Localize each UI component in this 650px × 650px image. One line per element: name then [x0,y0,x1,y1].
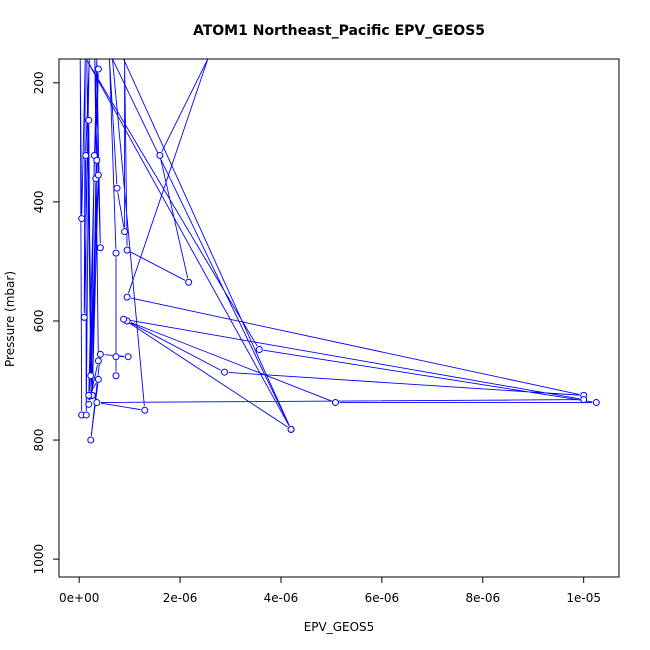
data-point [123,246,131,254]
x-axis: 0e+00 2e-06 4e-06 6e-06 8e-06 1e-05 [59,577,601,605]
plot-frame [58,58,620,578]
x-tick-label: 1e-05 [566,591,601,605]
data-point [82,151,90,159]
x-tick-label: 8e-06 [465,591,500,605]
data-point [96,244,104,252]
y-axis: 200 400 600 800 1000 [32,71,59,574]
y-tick-label: 600 [32,310,46,333]
data-point [185,278,193,286]
data-point [87,372,95,380]
y-tick-label: 400 [32,190,46,213]
data-point [331,399,339,407]
data-point [94,171,102,179]
data-point [93,156,101,164]
y-tick-label: 1000 [32,544,46,575]
data-point [78,215,86,223]
y-axis-label: Pressure (mbar) [3,271,17,367]
x-tick-label: 6e-06 [365,591,400,605]
data-point [85,391,93,399]
data-point [94,375,102,383]
data-point [112,372,120,380]
data-point [141,406,149,414]
data-point [87,436,95,444]
data-point [94,65,102,73]
data-point [113,184,121,192]
data-point [121,228,129,236]
data-point [156,151,164,159]
data-point [80,313,88,321]
y-tick-label: 800 [32,429,46,452]
chart-title: ATOM1 Northeast_Pacific EPV_GEOS5 [193,23,485,39]
data-point [124,353,132,361]
data-point [93,399,101,407]
data-point [85,400,93,408]
data-point [255,346,263,354]
series-line [79,59,593,436]
x-tick-label: 0e+00 [59,591,99,605]
data-point [94,357,102,365]
data-point [82,411,90,419]
data-point [112,353,120,361]
y-tick-label: 200 [32,71,46,94]
data-point [592,399,600,407]
data-point [220,368,228,376]
data-point [580,396,588,404]
data-point [287,425,295,433]
data-point [85,116,93,124]
data-point [120,315,128,323]
data-point [96,350,104,358]
x-tick-label: 4e-06 [264,591,299,605]
data-point [123,293,131,301]
data-point [112,249,120,257]
x-tick-label: 2e-06 [163,591,198,605]
x-axis-label: EPV_GEOS5 [304,620,375,634]
plot-area [78,59,600,444]
